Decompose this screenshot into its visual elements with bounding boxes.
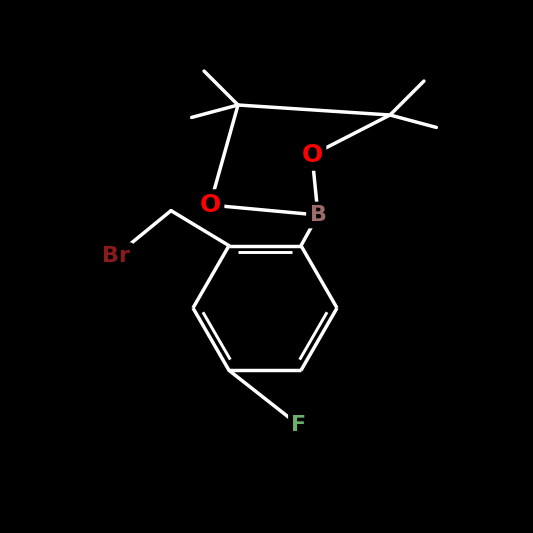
Text: O: O: [199, 193, 221, 217]
Text: O: O: [301, 143, 322, 167]
Text: F: F: [292, 415, 306, 435]
Text: Br: Br: [102, 246, 130, 265]
Text: B: B: [310, 205, 327, 225]
